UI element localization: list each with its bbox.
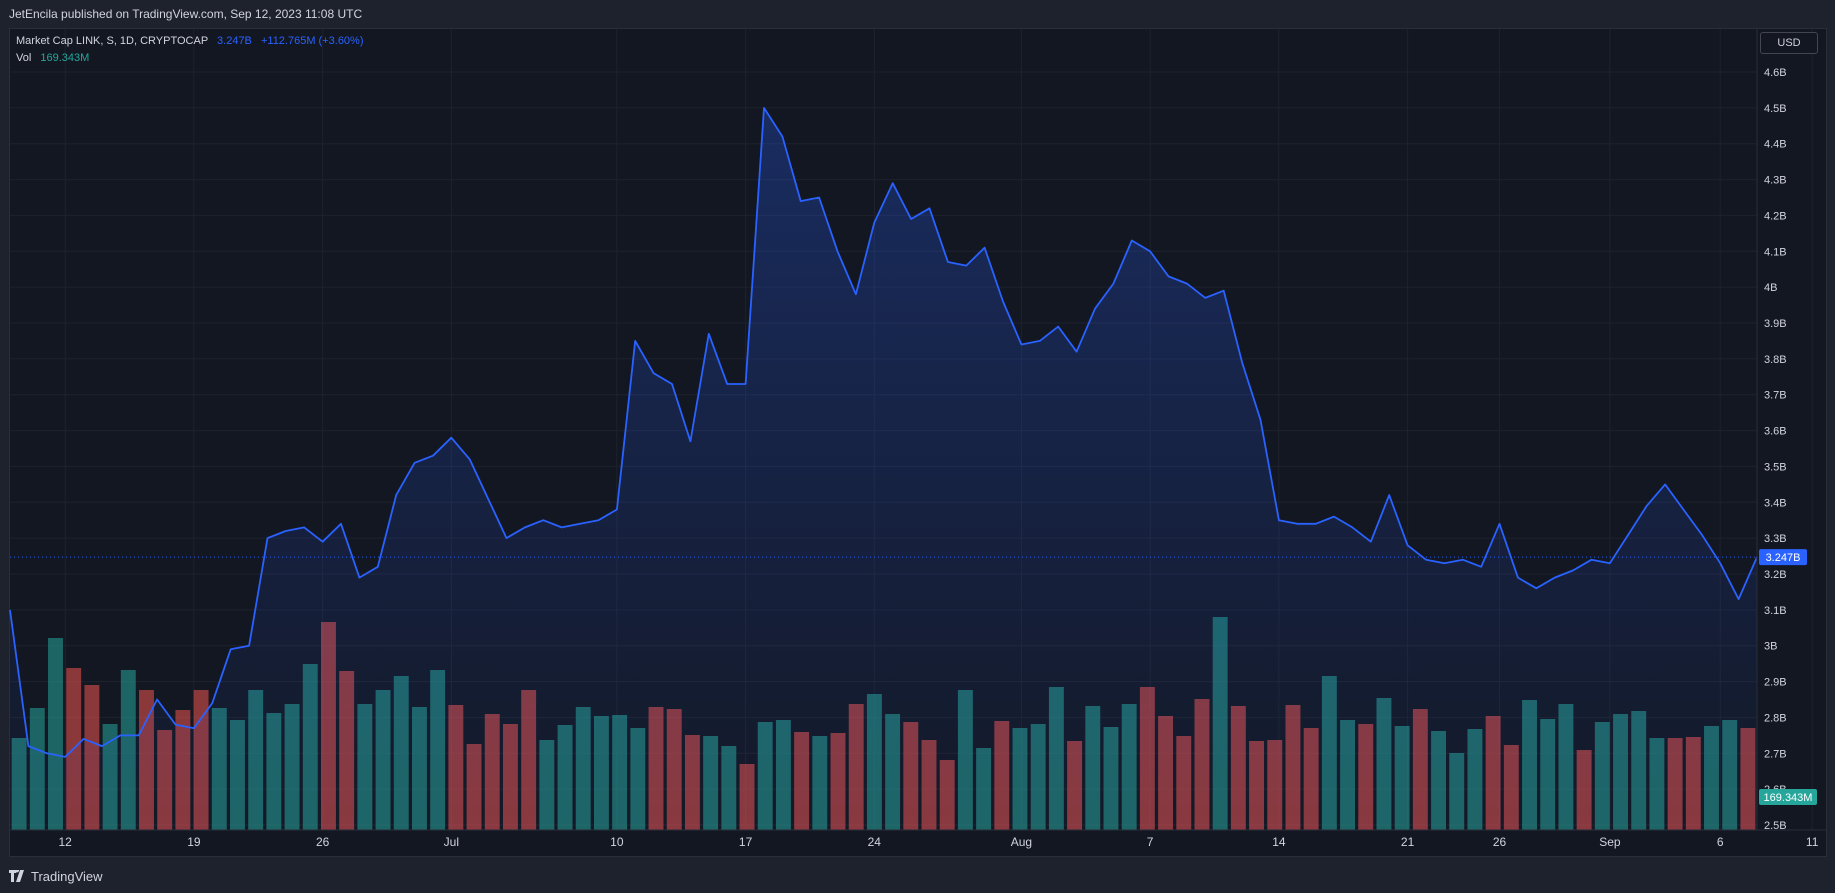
y-tick-label: 3.2B <box>1764 569 1787 581</box>
legend-main: Market Cap LINK, S, 1D, CRYPTOCAP 3.247B… <box>16 35 364 47</box>
publish-text: JetEncila published on TradingView.com, … <box>9 7 363 21</box>
x-tick-label: 7 <box>1147 835 1154 849</box>
tradingview-logo-icon <box>9 870 24 882</box>
x-tick-label: Jul <box>444 835 459 849</box>
x-tick-label: 14 <box>1272 835 1286 849</box>
y-tick-label: 3B <box>1764 641 1777 653</box>
x-tick-label: 12 <box>58 835 72 849</box>
y-tick-label: 4B <box>1764 282 1777 294</box>
footer-brand-label: TradingView <box>31 868 103 884</box>
y-tick-label: 4.1B <box>1764 246 1787 258</box>
currency-button[interactable]: USD <box>1760 32 1818 54</box>
legend-volume: Vol 169.343M <box>16 52 89 64</box>
x-tick-label: 21 <box>1401 835 1415 849</box>
y-tick-label: 2.5B <box>1764 820 1787 832</box>
y-tick-label: 3.9B <box>1764 318 1787 330</box>
y-tick-label: 3.4B <box>1764 497 1787 509</box>
y-tick-label: 4.4B <box>1764 139 1787 151</box>
price-area <box>10 107 1757 830</box>
x-tick-label: 17 <box>739 835 753 849</box>
last-price-label: 3.247B <box>1766 552 1801 564</box>
legend-vol-value: 169.343M <box>40 52 90 64</box>
legend-vol-label[interactable]: Vol <box>16 52 32 64</box>
last-price-tag <box>1759 549 1807 566</box>
x-tick-label: 24 <box>868 835 882 849</box>
publish-header: JetEncila published on TradingView.com, … <box>0 0 1835 28</box>
y-tick-label: 2.9B <box>1764 677 1787 689</box>
y-tick-label: 3.1B <box>1764 605 1787 617</box>
y-tick-label: 3.7B <box>1764 390 1787 402</box>
last-volume-label: 169.343M <box>1764 792 1813 804</box>
y-tick-label: 3.5B <box>1764 461 1787 473</box>
x-tick-label: Aug <box>1011 835 1032 849</box>
x-tick-label: 19 <box>187 835 201 849</box>
x-tick-label: 26 <box>1493 835 1507 849</box>
x-tick-label: 10 <box>610 835 624 849</box>
y-tick-label: 2.8B <box>1764 712 1787 724</box>
x-tick-label: Sep <box>1599 835 1621 849</box>
y-tick-label: 4.6B <box>1764 67 1787 79</box>
y-tick-label: 3.3B <box>1764 533 1787 545</box>
last-volume-tag <box>1759 789 1817 805</box>
x-tick-label: 6 <box>1717 835 1724 849</box>
y-tick-label: 3.6B <box>1764 426 1787 438</box>
x-tick-label: 11 <box>1806 835 1819 849</box>
y-tick-label: 3.8B <box>1764 354 1787 366</box>
price-line <box>9 107 1758 758</box>
x-tick-label: 26 <box>316 835 330 849</box>
y-tick-label: 2.7B <box>1764 748 1787 760</box>
y-tick-label: 4.5B <box>1764 103 1787 115</box>
y-tick-label: 4.2B <box>1764 210 1787 222</box>
y-tick-label: 4.3B <box>1764 175 1787 187</box>
legend-value: 3.247B <box>217 35 252 47</box>
legend-symbol[interactable]: Market Cap LINK, S, 1D, CRYPTOCAP <box>16 35 208 47</box>
legend-change: +112.765M (+3.60%) <box>260 35 364 47</box>
footer-brand[interactable]: TradingView <box>9 866 103 886</box>
